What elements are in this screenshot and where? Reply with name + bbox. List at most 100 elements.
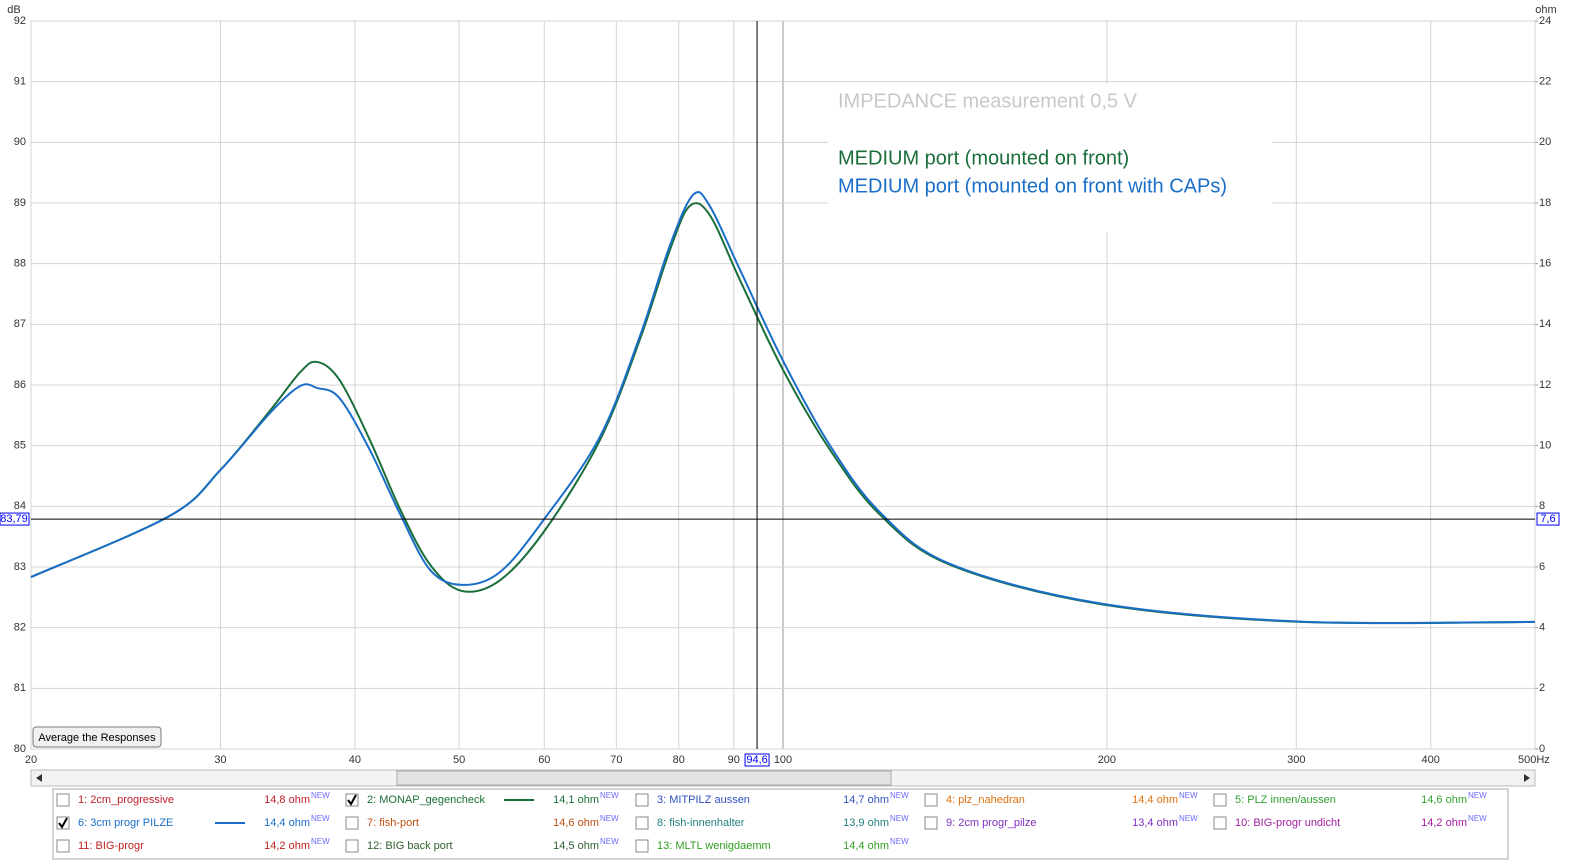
legend-entry: MEDIUM port (mounted on front with CAPs) (838, 175, 1227, 197)
scroll-right[interactable] (1524, 774, 1530, 782)
x-tick-label: 20 (25, 754, 37, 766)
y-tick-label: 88 (14, 258, 26, 270)
measurement-tag: NEW (1468, 814, 1487, 823)
scroll-left[interactable] (36, 774, 42, 782)
button-frame[interactable] (32, 726, 162, 748)
measurement-name: 7: fish-port (367, 817, 419, 829)
x-tick-label: 50 (453, 754, 465, 766)
checkbox[interactable] (1213, 793, 1227, 807)
measurement-value: 14,2 ohm (1421, 817, 1467, 829)
checkbox[interactable] (56, 839, 70, 853)
y-tick-label: 87 (14, 318, 26, 330)
y2-tick-label: 12 (1539, 379, 1551, 391)
x-tick-label: 80 (673, 754, 685, 766)
x-tick-label: 300 (1287, 754, 1305, 766)
measurement-value: 14,4 ohm (1132, 794, 1178, 806)
x-tick-label: 70 (610, 754, 622, 766)
button-label[interactable]: Average the Responses (38, 732, 156, 744)
measurement-item[interactable]: 13: MLTL wenigdaemm 14,4 ohm NEW (635, 837, 909, 853)
y2-axis-unit: ohm (1535, 4, 1556, 16)
y2-tick-label: 4 (1539, 622, 1545, 634)
measurement-item[interactable]: 6: 3cm progr PILZE 14,4 ohm NEW (56, 814, 330, 830)
measurement-name: 5: PLZ innen/aussen (1235, 794, 1336, 806)
cursor: 94,6 83,79 7,6 (0, 21, 1560, 767)
checkbox[interactable] (345, 816, 359, 830)
measurement-value: 14,6 ohm (1421, 794, 1467, 806)
measurement-item[interactable]: 8: fish-innenhalter 13,9 ohm NEW (635, 814, 909, 830)
checkbox[interactable] (635, 793, 649, 807)
measurement-list: 1: 2cm_progressive 14,8 ohm NEW 2: MONAP_ge… (56, 791, 1487, 853)
y-tick-label: 81 (14, 682, 26, 694)
y2-tick-label: 16 (1539, 258, 1551, 270)
y2-tick-label: 8 (1539, 500, 1545, 512)
checkbox[interactable] (924, 816, 938, 830)
y-tick-label: 90 (14, 136, 26, 148)
measurement-name: 12: BIG back port (367, 840, 453, 852)
measurement-item[interactable]: 4: plz_nahedran 14,4 ohm NEW (924, 791, 1198, 807)
measurement-tag: NEW (600, 814, 619, 823)
x-tick-label: 60 (538, 754, 550, 766)
measurement-item[interactable]: 10: BIG-progr undicht 14,2 ohm NEW (1213, 814, 1487, 830)
checkmark (58, 817, 68, 829)
checkbox[interactable] (1213, 816, 1227, 830)
checkbox[interactable] (635, 816, 649, 830)
measurement-tag: NEW (600, 837, 619, 846)
y-tick-label: 86 (14, 379, 26, 391)
cursor-y2-box (1536, 512, 1560, 526)
measurement-value: 14,4 ohm (264, 817, 310, 829)
checkbox[interactable] (56, 793, 70, 807)
measurement-name: 9: 2cm progr_pilze (946, 817, 1037, 829)
measurement-item[interactable]: 7: fish-port 14,6 ohm NEW (345, 814, 619, 830)
annotation: IMPEDANCE measurement 0,5 V (838, 90, 1138, 112)
measurement-item[interactable]: 2: MONAP_gegencheck 14,1 ohm NEW (345, 791, 619, 807)
scroll-thumb[interactable] (396, 770, 892, 786)
x-tick-label: 400 (1422, 754, 1440, 766)
measurement-name: 13: MLTL wenigdaemm (657, 840, 771, 852)
measurement-value: 14,4 ohm (843, 840, 889, 852)
y2-tick-label: 20 (1539, 136, 1551, 148)
y2-tick-label: 6 (1539, 561, 1545, 573)
cursor-y-label: 83,79 (0, 513, 28, 525)
checkbox[interactable] (345, 839, 359, 853)
cursor-y2-label: 7,6 (1540, 513, 1555, 525)
y-tick-label: 80 (14, 743, 26, 755)
measurement-value: 14,1 ohm (553, 794, 599, 806)
measurement-tag: NEW (311, 814, 330, 823)
measurement-name: 2: MONAP_gegencheck (367, 794, 486, 806)
y2-tick-label: 2 (1539, 682, 1545, 694)
measurement-item[interactable]: 5: PLZ innen/aussen 14,6 ohm NEW (1213, 791, 1487, 807)
measurement-item[interactable]: 1: 2cm_progressive 14,8 ohm NEW (56, 791, 330, 807)
measurement-item[interactable]: 9: 2cm progr_pilze 13,4 ohm NEW (924, 814, 1198, 830)
button[interactable]: Average the Responses (32, 726, 162, 748)
measurement-name: 4: plz_nahedran (946, 794, 1025, 806)
cursor-x-box (744, 753, 770, 767)
measurement-tag: NEW (890, 791, 909, 800)
checkbox[interactable] (924, 793, 938, 807)
measurement-tag: NEW (1468, 791, 1487, 800)
measurement-value: 13,9 ohm (843, 817, 889, 829)
measurement-item[interactable]: 3: MITPILZ aussen 14,7 ohm NEW (635, 791, 909, 807)
checkbox[interactable] (635, 839, 649, 853)
measurement-item[interactable]: 11: BIG-progr 14,2 ohm NEW (56, 837, 330, 853)
measurement-tag: NEW (311, 837, 330, 846)
y-tick-label: 85 (14, 440, 26, 452)
y-axis-unit: dB (7, 4, 20, 16)
y2-tick-label: 0 (1539, 743, 1545, 755)
measurement-name: 1: 2cm_progressive (78, 794, 174, 806)
measurement-item[interactable]: 12: BIG back port 14,5 ohm NEW (345, 837, 619, 853)
measurement-tag: NEW (311, 791, 330, 800)
measurement-tag: NEW (1179, 791, 1198, 800)
scrollbar[interactable] (30, 769, 1536, 787)
measurement-name: 11: BIG-progr (78, 840, 144, 852)
measurement-tag: NEW (600, 791, 619, 800)
x-tick-label: 200 (1098, 754, 1116, 766)
measurement-name: 6: 3cm progr PILZE (78, 817, 173, 829)
measurement-name: 3: MITPILZ aussen (657, 794, 750, 806)
measurement-value: 14,8 ohm (264, 794, 310, 806)
measurement-tag: NEW (1179, 814, 1198, 823)
measurement-value: 14,6 ohm (553, 817, 599, 829)
y2-tick-label: 22 (1539, 76, 1551, 88)
grid (30, 20, 1536, 750)
